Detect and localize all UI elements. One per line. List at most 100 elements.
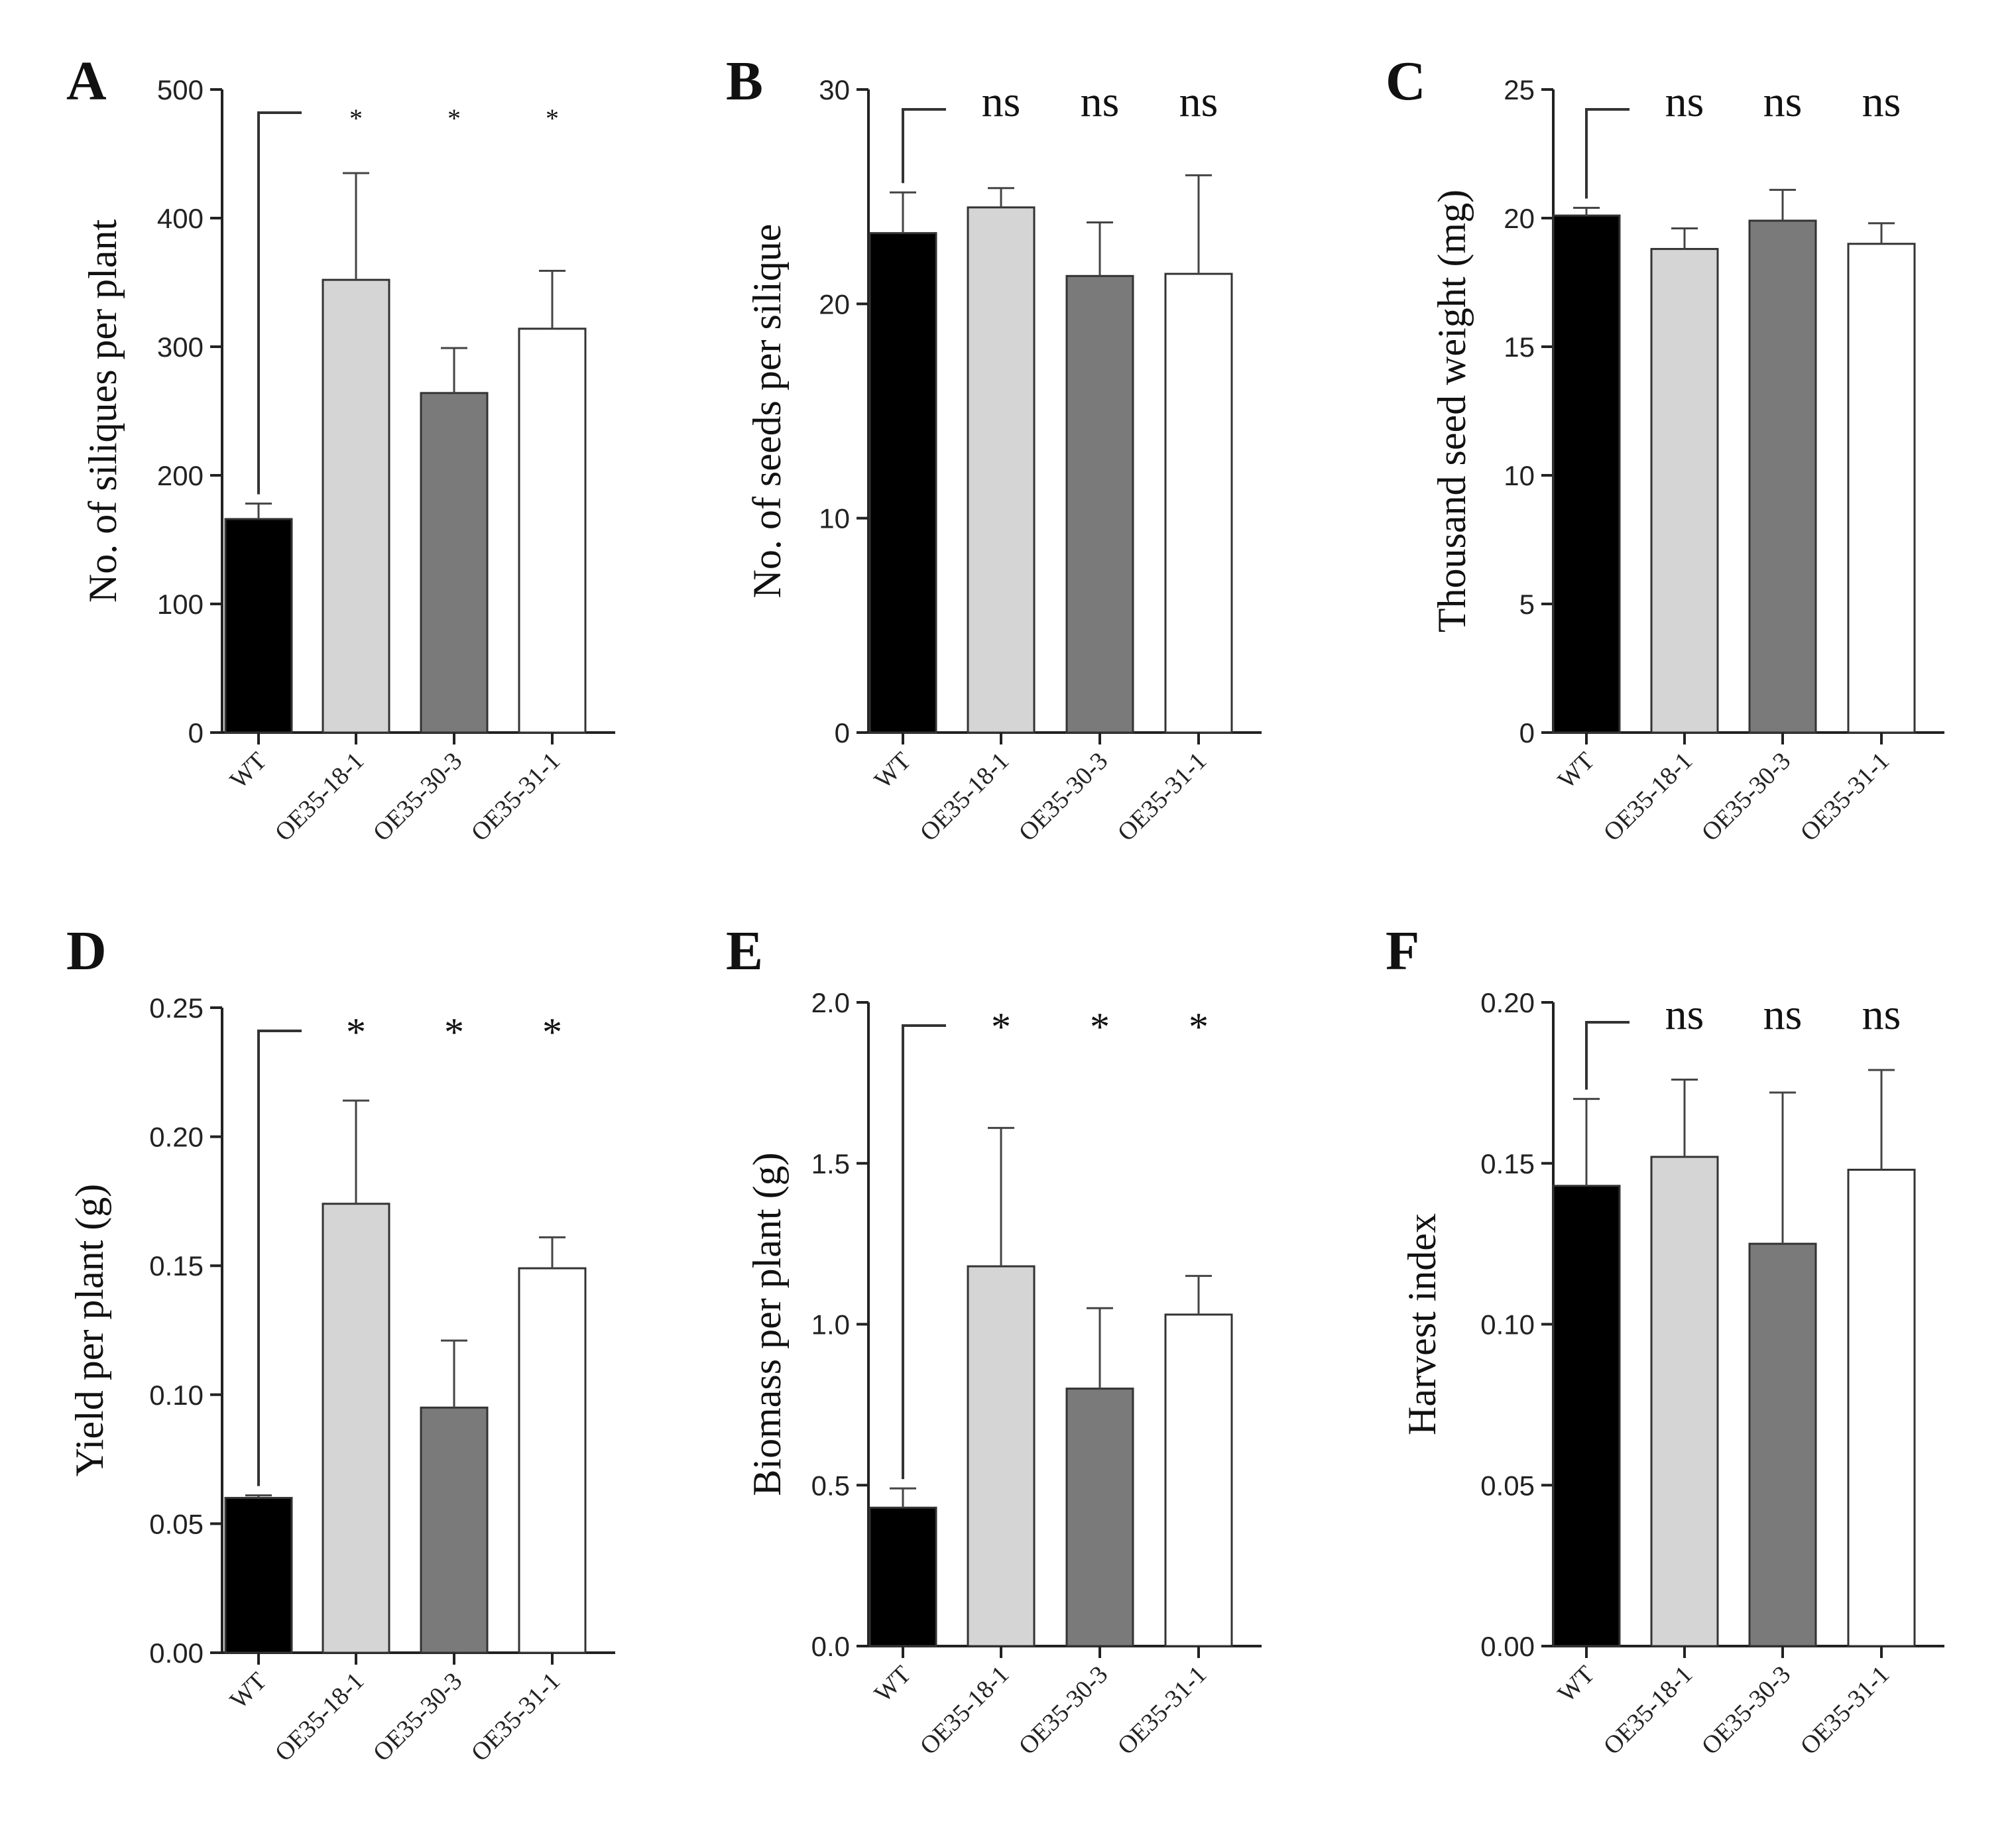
y-tick-label: 0.15 — [149, 1250, 204, 1281]
bar-oe35-30-3 — [1748, 219, 1817, 734]
bar-oe35-18-1 — [322, 1203, 390, 1654]
significance-label: * — [346, 1010, 366, 1054]
x-category-label: WT — [869, 747, 916, 794]
y-tick-label: 20 — [1504, 203, 1535, 234]
x-category-label: WT — [1553, 1661, 1600, 1708]
x-category-label: OE35-31-1 — [466, 1667, 566, 1767]
bar-wt — [1552, 1185, 1621, 1647]
y-tick-label: 0.05 — [1480, 1470, 1535, 1501]
significance-label: * — [444, 1010, 464, 1054]
panel-letter: D — [66, 920, 107, 982]
y-axis-title: No. of seeds per silique — [745, 224, 789, 599]
x-category-label: OE35-31-1 — [466, 747, 566, 847]
bar-oe35-18-1 — [1650, 248, 1719, 734]
x-category-label: OE35-31-1 — [1112, 747, 1213, 847]
y-tick-label: 0.25 — [149, 992, 204, 1024]
panel-letter: E — [726, 920, 763, 982]
y-tick-label: 0.15 — [1480, 1148, 1535, 1179]
y-tick-label: 0.0 — [811, 1631, 850, 1662]
comparison-bracket — [902, 1024, 946, 1480]
y-tick-label: 1.5 — [811, 1148, 850, 1179]
y-tick-label: 0.20 — [1480, 987, 1535, 1018]
y-tick-label: 500 — [157, 74, 204, 105]
y-tick-label: 0.20 — [149, 1122, 204, 1153]
panel-letter: A — [66, 50, 107, 112]
bar-oe35-30-3 — [1748, 1242, 1817, 1647]
y-tick-label: 0 — [835, 717, 850, 748]
x-category-label: OE35-30-3 — [1014, 1661, 1114, 1761]
x-category-label: OE35-31-1 — [1795, 747, 1895, 847]
significance-label: ns — [1862, 990, 1901, 1039]
y-tick-label: 200 — [157, 460, 204, 491]
y-tick-label: 400 — [157, 203, 204, 234]
x-category-label: OE35-30-3 — [1014, 747, 1114, 847]
x-category-label: OE35-30-3 — [1696, 1661, 1797, 1761]
x-category-label: OE35-30-3 — [368, 747, 468, 847]
comparison-bracket — [902, 108, 946, 184]
panel-b: B No. of seeds per silique 0 10 20 30 WTOE35-1… — [726, 50, 1262, 847]
bar-wt — [224, 518, 293, 734]
y-tick-label: 300 — [157, 331, 204, 363]
y-tick-label: 25 — [1504, 74, 1535, 105]
y-axis-title: Harvest index — [1400, 1213, 1444, 1435]
y-tick-label: 20 — [819, 288, 850, 320]
x-category-label: OE35-31-1 — [1112, 1661, 1213, 1761]
bar-oe35-31-1 — [518, 327, 587, 734]
significance-label: ns — [1763, 990, 1803, 1039]
significance-label: * — [349, 103, 363, 133]
bar-wt — [224, 1496, 293, 1654]
y-tick-label: 10 — [819, 503, 850, 534]
x-category-label: OE35-18-1 — [1598, 1661, 1698, 1761]
panel-letter: C — [1386, 50, 1426, 112]
x-category-label: OE35-18-1 — [1598, 747, 1698, 847]
x-category-label: OE35-31-1 — [1795, 1661, 1895, 1761]
y-tick-label: 0.05 — [149, 1508, 204, 1539]
comparison-bracket — [1585, 1021, 1630, 1090]
y-tick-label: 0.00 — [1480, 1631, 1535, 1662]
y-tick-label: 30 — [819, 74, 850, 105]
bar-oe35-31-1 — [518, 1267, 587, 1654]
bar-oe35-30-3 — [420, 392, 489, 734]
comparison-bracket — [257, 111, 302, 495]
y-tick-label: 10 — [1504, 460, 1535, 491]
comparison-bracket — [257, 1030, 302, 1486]
x-category-label: OE35-30-3 — [1696, 747, 1797, 847]
y-axis-title: Yield per plant (g) — [68, 1184, 111, 1477]
panel-d: D Yield per plant (g) 0.00 0.05 0.10 0.15 0.20… — [66, 920, 615, 1767]
y-tick-label: 100 — [157, 589, 204, 620]
significance-label: ns — [1862, 78, 1901, 126]
x-category-label: WT — [225, 747, 272, 794]
significance-label: * — [447, 103, 461, 133]
panel-letter: B — [726, 50, 763, 112]
panel-letter: F — [1386, 920, 1419, 982]
y-tick-label: 1.0 — [811, 1309, 850, 1340]
y-axis-title: Thousand seed weight (mg) — [1430, 190, 1474, 632]
bar-oe35-30-3 — [420, 1406, 489, 1654]
bar-oe35-31-1 — [1847, 243, 1916, 734]
panel-a: A No. of siliques per plant 0 100 200 300 400 5… — [66, 50, 615, 847]
x-category-label: OE35-30-3 — [368, 1667, 468, 1767]
significance-label: * — [1090, 1005, 1110, 1049]
bar-oe35-30-3 — [1065, 274, 1134, 734]
comparison-bracket — [1585, 108, 1630, 199]
significance-label: ns — [1763, 78, 1803, 126]
significance-label: ns — [1665, 990, 1704, 1039]
y-tick-label: 2.0 — [811, 987, 850, 1018]
bar-oe35-30-3 — [1065, 1388, 1134, 1647]
y-tick-label: 15 — [1504, 331, 1535, 363]
x-category-label: OE35-18-1 — [270, 1667, 370, 1767]
y-tick-label: 0.10 — [149, 1380, 204, 1411]
y-tick-label: 0 — [1519, 717, 1535, 748]
significance-label: ns — [1179, 78, 1218, 126]
bar-oe35-31-1 — [1847, 1168, 1916, 1647]
significance-label: * — [1189, 1005, 1209, 1049]
y-tick-label: 0.00 — [149, 1637, 204, 1669]
significance-label: * — [991, 1005, 1011, 1049]
bar-wt — [868, 232, 937, 734]
bar-oe35-31-1 — [1164, 272, 1233, 734]
significance-label: ns — [982, 78, 1021, 126]
y-tick-label: 5 — [1519, 589, 1535, 620]
